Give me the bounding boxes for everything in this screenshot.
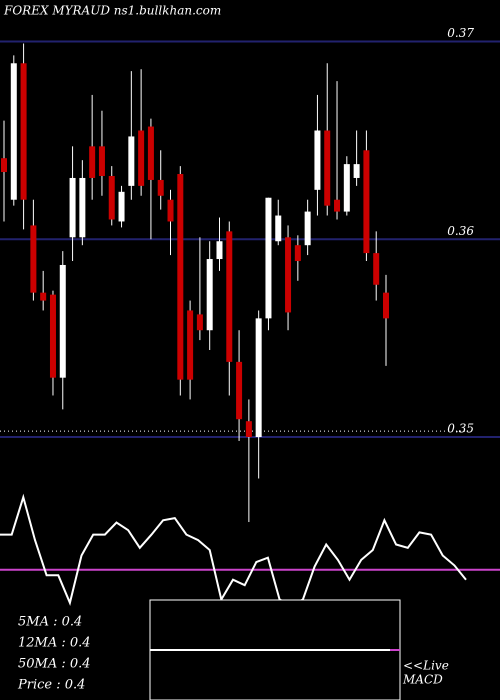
candle-body: [118, 191, 125, 222]
candle-body: [236, 361, 243, 420]
candle-body: [20, 63, 27, 200]
indicator-line: [0, 493, 467, 607]
candle-body: [206, 259, 213, 331]
y-tick-label: 0.35: [447, 422, 474, 436]
candle-body: [275, 215, 282, 242]
macd-label: <<Live: [403, 659, 449, 673]
chart-title: FOREX MYRAUD ns1.bullkhan.com: [3, 4, 221, 18]
candle-body: [49, 294, 56, 378]
candle-body: [69, 177, 76, 238]
stat-label: 50MA : 0.4: [18, 657, 91, 672]
candle-body: [304, 211, 311, 246]
candle-body: [40, 292, 47, 301]
candle-body: [128, 136, 135, 186]
candle-body: [89, 146, 96, 178]
candle-body: [98, 146, 105, 176]
candle-body: [216, 241, 223, 260]
candle-body: [265, 197, 272, 319]
candle-body: [157, 179, 164, 196]
candle-body: [10, 63, 17, 200]
stat-label: 12MA : 0.4: [18, 636, 91, 651]
y-tick-label: 0.36: [447, 224, 474, 238]
candle-body: [147, 126, 154, 180]
candle-body: [285, 237, 292, 313]
y-tick-label: 0.37: [447, 26, 474, 40]
candle-body: [196, 314, 203, 331]
stat-label: Price : 0.4: [17, 678, 85, 693]
macd-label: MACD: [402, 673, 443, 687]
candle-body: [383, 292, 389, 319]
candle-body: [334, 199, 341, 212]
stat-label: 5MA : 0.4: [18, 615, 82, 630]
candle-body: [245, 421, 252, 438]
candle-body: [363, 150, 370, 254]
candle-body: [108, 175, 115, 220]
candle-body: [294, 245, 301, 262]
candle-body: [177, 174, 184, 380]
candle-body: [314, 130, 321, 190]
candle-body: [373, 253, 380, 285]
candle-body: [79, 177, 86, 238]
candle-body: [353, 164, 360, 178]
candle-body: [187, 310, 194, 380]
candle-body: [226, 231, 233, 362]
candle-body: [324, 130, 331, 206]
candle-body: [30, 225, 37, 293]
candle-body: [1, 158, 7, 173]
candle-body: [167, 199, 174, 222]
candle-body: [138, 130, 145, 186]
candle-body: [343, 164, 350, 212]
candle-body: [255, 318, 262, 438]
candle-body: [59, 264, 66, 378]
